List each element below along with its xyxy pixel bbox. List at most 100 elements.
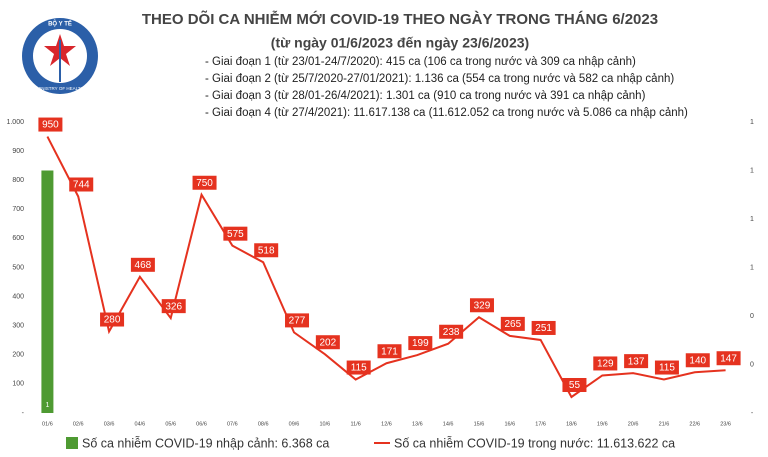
y-tick-label: 700 xyxy=(12,206,24,213)
x-tick-label: 14/6 xyxy=(443,421,454,427)
bar-label: - xyxy=(509,402,512,409)
logo-bottom: MINISTRY OF HEALTH xyxy=(36,86,84,91)
label-box xyxy=(69,177,94,192)
data-label: 202 xyxy=(320,337,337,348)
label-box xyxy=(161,299,186,314)
data-label: 329 xyxy=(474,300,491,311)
chart-title: THEO DÕI CA NHIỄM MỚI COVID-19 THEO NGÀY… xyxy=(142,10,658,28)
bar-label: - xyxy=(724,402,727,409)
x-tick-label: 02/6 xyxy=(73,421,84,427)
label-box xyxy=(593,356,618,371)
label-box xyxy=(685,353,710,368)
label-box xyxy=(469,298,494,313)
legend-swatch xyxy=(66,437,78,449)
data-label: 171 xyxy=(381,346,398,357)
data-label: 129 xyxy=(597,359,614,370)
x-tick-label: 18/6 xyxy=(566,421,577,427)
annotation: - Giai đoạn 2 (từ 25/7/2020-27/01/2021):… xyxy=(205,73,674,85)
label-box xyxy=(38,117,63,132)
label-box xyxy=(192,175,217,190)
data-label: 265 xyxy=(504,319,521,330)
label-box xyxy=(100,312,125,327)
data-label: 199 xyxy=(412,338,429,349)
data-label: 950 xyxy=(42,120,59,131)
bar xyxy=(41,170,54,413)
y-tick-label: 600 xyxy=(12,235,24,242)
y-tick-label: 400 xyxy=(12,293,24,300)
data-label: 147 xyxy=(720,353,737,364)
label-box xyxy=(346,360,371,375)
x-tick-label: 23/6 xyxy=(720,421,731,427)
annotation: - Giai đoạn 1 (từ 23/01-24/7/2020): 415 … xyxy=(205,56,636,68)
label-box xyxy=(439,324,464,339)
y-tick-label: 200 xyxy=(12,352,24,359)
data-label: 744 xyxy=(73,180,90,191)
x-tick-label: 09/6 xyxy=(289,421,300,427)
line xyxy=(46,136,726,399)
bar-label: - xyxy=(262,402,265,409)
label-box xyxy=(562,377,587,392)
bar-label: - xyxy=(601,402,604,409)
bar-label: - xyxy=(570,402,573,409)
x-tick-label: 17/6 xyxy=(535,421,546,427)
x-tick-label: 05/6 xyxy=(165,421,176,427)
y-tick-label: 1.000 xyxy=(6,119,24,126)
data-label: 137 xyxy=(628,356,645,367)
label-box xyxy=(408,336,433,351)
x-tick-label: 06/6 xyxy=(196,421,207,427)
x-tick-label: 13/6 xyxy=(412,421,423,427)
data-label: 238 xyxy=(443,327,460,338)
x-tick-label: 07/6 xyxy=(227,421,238,427)
label-box xyxy=(315,335,340,350)
x-tick-label: 03/6 xyxy=(104,421,115,427)
bar-label: - xyxy=(632,402,635,409)
x-tick-label: 20/6 xyxy=(628,421,639,427)
x-tick-label: 21/6 xyxy=(659,421,670,427)
y2-tick-label: 1 xyxy=(750,264,754,271)
x-tick-label: 19/6 xyxy=(597,421,608,427)
legend-label: Số ca nhiễm COVID-19 trong nước: 11.613.… xyxy=(394,435,675,450)
data-label: 251 xyxy=(535,323,552,334)
y-tick-label: 800 xyxy=(12,177,24,184)
bar-label: - xyxy=(694,402,697,409)
data-label: 115 xyxy=(659,363,675,374)
data-label: 55 xyxy=(569,380,581,391)
y-tick-label: 100 xyxy=(12,381,24,388)
bar-label: - xyxy=(447,402,450,409)
x-tick-label: 04/6 xyxy=(135,421,146,427)
label-box xyxy=(223,226,248,241)
bar-label: - xyxy=(293,402,296,409)
label-box xyxy=(654,360,679,375)
bar-label: 1 xyxy=(45,402,49,409)
bar-label: - xyxy=(108,402,111,409)
data-label: 468 xyxy=(135,260,152,271)
x-tick-label: 10/6 xyxy=(319,421,330,427)
label-box xyxy=(377,344,402,359)
label-box xyxy=(716,351,741,366)
x-tick-label: 16/6 xyxy=(504,421,515,427)
x-tick-label: 11/6 xyxy=(351,421,361,427)
label-box xyxy=(531,320,556,335)
logo: BỘ Y TẾ MINISTRY OF HEALTH xyxy=(22,18,98,94)
bar-label: - xyxy=(478,402,481,409)
y-tick-label: 300 xyxy=(12,323,24,330)
annotation: - Giai đoạn 4 (từ 27/4/2021): 11.617.138… xyxy=(205,107,688,119)
data-label: 518 xyxy=(258,245,275,256)
annotation: - Giai đoạn 3 (từ 28/01-26/4/2021): 1.30… xyxy=(205,90,646,102)
label-box xyxy=(285,313,310,328)
bar-label: - xyxy=(539,402,542,409)
x-tick-label: 01/6 xyxy=(42,421,53,427)
data-label: 750 xyxy=(196,178,213,189)
label-box xyxy=(500,316,525,331)
chart-subtitle: (từ ngày 01/6/2023 đến ngày 23/6/2023) xyxy=(271,35,529,51)
bar-label: - xyxy=(231,402,234,409)
bar-label: - xyxy=(385,402,388,409)
x-tick-label: 12/6 xyxy=(381,421,392,427)
y2-tick-label: 0 xyxy=(750,313,754,320)
logo-top: BỘ Y TẾ xyxy=(48,20,72,28)
bar-label: - xyxy=(355,402,358,409)
x-tick-label: 15/6 xyxy=(474,421,485,427)
bar-label: - xyxy=(77,402,80,409)
y-tick-label: 900 xyxy=(12,148,24,155)
